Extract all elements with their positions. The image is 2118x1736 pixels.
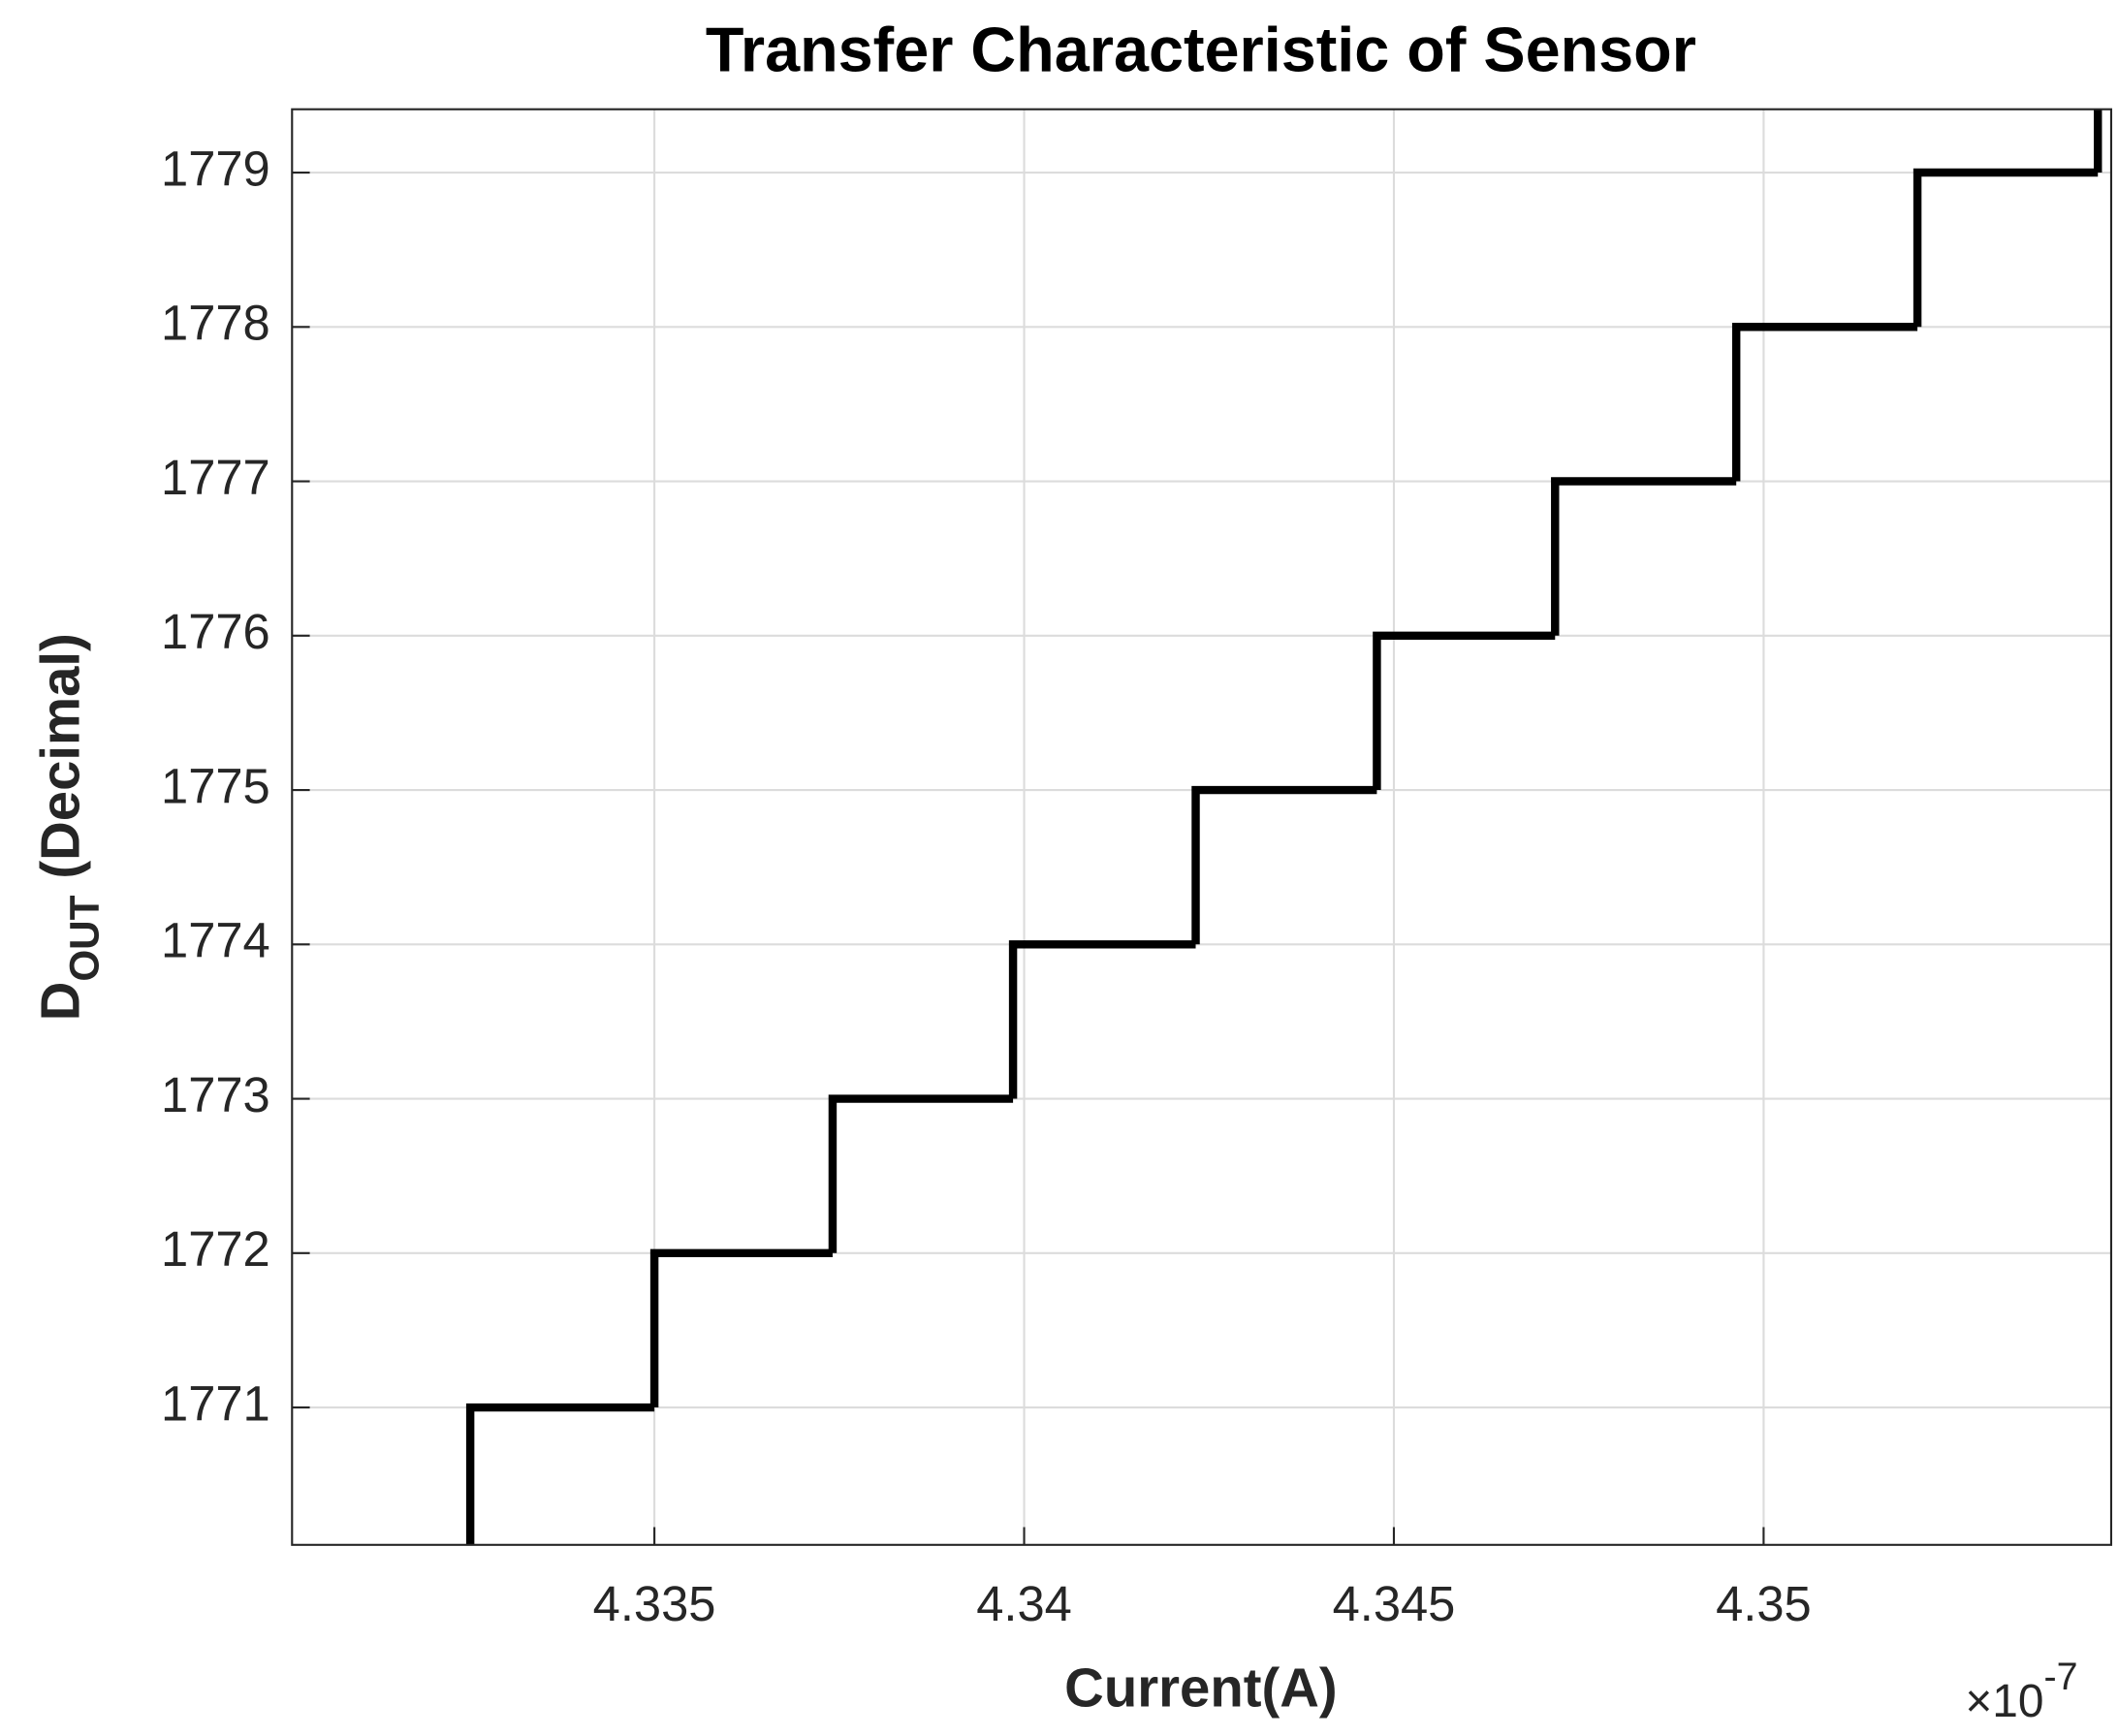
step-segment xyxy=(465,1403,655,1545)
step-segment xyxy=(1913,168,2099,328)
plot-area xyxy=(292,109,2111,1545)
axes-box xyxy=(291,108,2113,1546)
step-segment xyxy=(1551,477,1737,636)
x-tick-label: 4.345 xyxy=(1333,1576,1456,1631)
y-tick-label: 1776 xyxy=(161,604,270,659)
step-segment xyxy=(1731,323,1918,482)
x-tick-label: 4.34 xyxy=(976,1576,1072,1631)
x-multiplier-base: ×10 xyxy=(1965,1676,2043,1727)
y-tick-label: 1779 xyxy=(161,141,270,196)
step-segment xyxy=(828,1094,1014,1253)
x-multiplier: ×10-7 xyxy=(1965,1656,2077,1727)
y-tick-label: 1774 xyxy=(161,913,270,968)
y-tick-label: 1771 xyxy=(161,1375,270,1431)
y-tick-label: 1775 xyxy=(161,758,270,813)
step-segment xyxy=(1008,940,1196,1099)
y-tick-label: 1777 xyxy=(161,450,270,505)
x-tick-label: 4.35 xyxy=(1716,1576,1812,1631)
step-segment xyxy=(1191,785,1377,945)
step-segment xyxy=(649,1248,833,1408)
chart-title: Transfer Characteristic of Sensor xyxy=(706,15,1696,85)
y-label-rest: (Decimal) xyxy=(30,633,91,878)
x-axis-label: Current(A) xyxy=(1064,1657,1337,1719)
step-segment xyxy=(2094,109,2102,174)
x-tick-label: 4.335 xyxy=(593,1576,716,1631)
y-label-main: D xyxy=(30,982,91,1022)
y-tick-label: 1772 xyxy=(161,1221,270,1277)
y-tick-label: 1773 xyxy=(161,1067,270,1122)
y-label-subscript: OUT xyxy=(61,895,107,981)
y-axis-label: DOUT (Decimal) xyxy=(30,633,108,1021)
x-multiplier-exponent: -7 xyxy=(2044,1656,2078,1698)
step-segment xyxy=(1373,631,1556,791)
y-tick-label: 1778 xyxy=(161,296,270,351)
